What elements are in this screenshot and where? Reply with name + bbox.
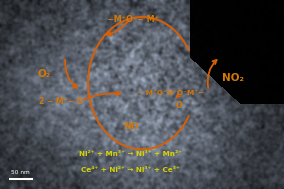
Text: Ni²⁺ + Mn³⁺ → Ni³⁺ + Mn²⁺: Ni²⁺ + Mn³⁺ → Ni³⁺ + Mn²⁺	[79, 151, 182, 157]
Text: NO: NO	[123, 122, 138, 131]
Text: O: O	[176, 101, 182, 110]
Text: − M⁺O⁻N⁻O⁻M⁺−: − M⁺O⁻N⁻O⁻M⁺−	[137, 90, 204, 96]
Text: O₂: O₂	[37, 69, 51, 79]
Text: NO₂: NO₂	[222, 74, 244, 83]
Text: 2 − M⁺− O: 2 − M⁺− O	[39, 97, 83, 106]
Text: 50 nm: 50 nm	[11, 170, 30, 175]
Text: −M⁺O⁻− M⁺: −M⁺O⁻− M⁺	[107, 15, 160, 24]
Text: Ce⁴⁺ + Ni²⁺ → Ni³⁺ + Ce³⁺: Ce⁴⁺ + Ni²⁺ → Ni³⁺ + Ce³⁺	[81, 167, 180, 173]
